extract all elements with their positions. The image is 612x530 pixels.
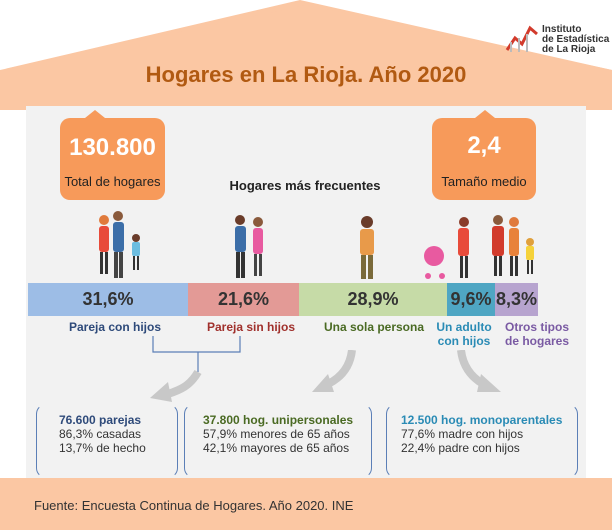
segment-couple-children: 31,6%: [28, 283, 188, 316]
card-couples: 76.600 parejas 86,3% casadas 13,7% de he…: [36, 404, 178, 478]
footer: Fuente: Encuesta Continua de Hogares. Añ…: [0, 478, 612, 530]
label-other-1: Otros tipos: [504, 320, 569, 334]
segment-single-person: 28,9%: [299, 283, 447, 316]
label-couple-children: Pareja con hijos: [68, 320, 162, 334]
card-line3: 42,1% mayores de 65 años: [203, 441, 350, 455]
label-single-parent-1: Un adulto: [436, 320, 492, 334]
single-parent-icon: [424, 217, 469, 279]
label-couple-no-children: Pareja sin hijos: [206, 320, 296, 334]
label-single-person: Una sola persona: [323, 320, 425, 334]
other-households-icon: [492, 215, 534, 276]
card-line2: 57,9% menores de 65 años: [203, 427, 350, 441]
card-line2: 77,6% madre con hijos: [401, 427, 524, 441]
logo-line3: de La Rioja: [542, 44, 596, 55]
arrow-down-right: [457, 350, 501, 392]
card-single-person: 37.800 hog. unipersonales 57,9% menores …: [184, 404, 372, 478]
average-size-callout: 2,4 Tamaño medio: [432, 118, 536, 200]
card-line1: 37.800 hog. unipersonales: [203, 413, 354, 427]
page-title: Hogares en La Rioja. Año 2020: [145, 62, 467, 87]
segment-value: 28,9%: [347, 289, 399, 309]
source-text: Fuente: Encuesta Continua de Hogares. Añ…: [34, 498, 354, 513]
label-other: Otros tipos de hogares: [496, 320, 578, 348]
logo-text: Instituto de Estadística de La Rioja: [542, 25, 609, 55]
logo-chart-icon: [505, 25, 538, 52]
couple-icon: [235, 215, 263, 278]
segment-value: 21,6%: [217, 289, 270, 309]
label-single-parent-2: con hijos: [437, 334, 491, 348]
average-size-label: Tamaño medio: [441, 174, 527, 189]
average-size-value: 2,4: [467, 132, 501, 159]
card-line1: 76.600 parejas: [59, 413, 142, 427]
segment-other: 8,3%: [495, 283, 538, 316]
card-line3: 13,7% de hecho: [59, 441, 146, 455]
single-person-icon: [360, 216, 374, 279]
total-households-callout: 130.800 Total de hogares: [60, 118, 165, 200]
card-line3: 22,4% padre con hijos: [401, 441, 520, 455]
logo-line2: de Estadística: [542, 34, 610, 45]
total-households-label: Total de hogares: [64, 174, 161, 189]
label-other-2: de hogares: [504, 334, 570, 348]
card-line1: 12.500 hog. monoparentales: [401, 413, 563, 427]
segment-single-parent: 9,6%: [447, 283, 495, 316]
roof-white: [0, 0, 612, 110]
chart-subtitle: Hogares más frecuentes: [229, 178, 381, 193]
arrow-down-left: [312, 350, 356, 392]
card-line2: 86,3% casadas: [59, 427, 142, 441]
logo-line1: Instituto: [542, 24, 582, 35]
card-single-parent: 12.500 hog. monoparentales 77,6% madre c…: [386, 404, 578, 478]
segment-couple-no-children: 21,6%: [188, 283, 299, 316]
label-single-parent: Un adulto con hijos: [432, 320, 496, 348]
segment-value: 31,6%: [82, 289, 134, 309]
segment-value: 9,6%: [450, 289, 492, 309]
bracket-arrow: [150, 336, 241, 402]
total-households-value: 130.800: [69, 134, 156, 161]
segment-value: 8,3%: [495, 289, 538, 309]
family-with-children-icon: [99, 211, 140, 278]
